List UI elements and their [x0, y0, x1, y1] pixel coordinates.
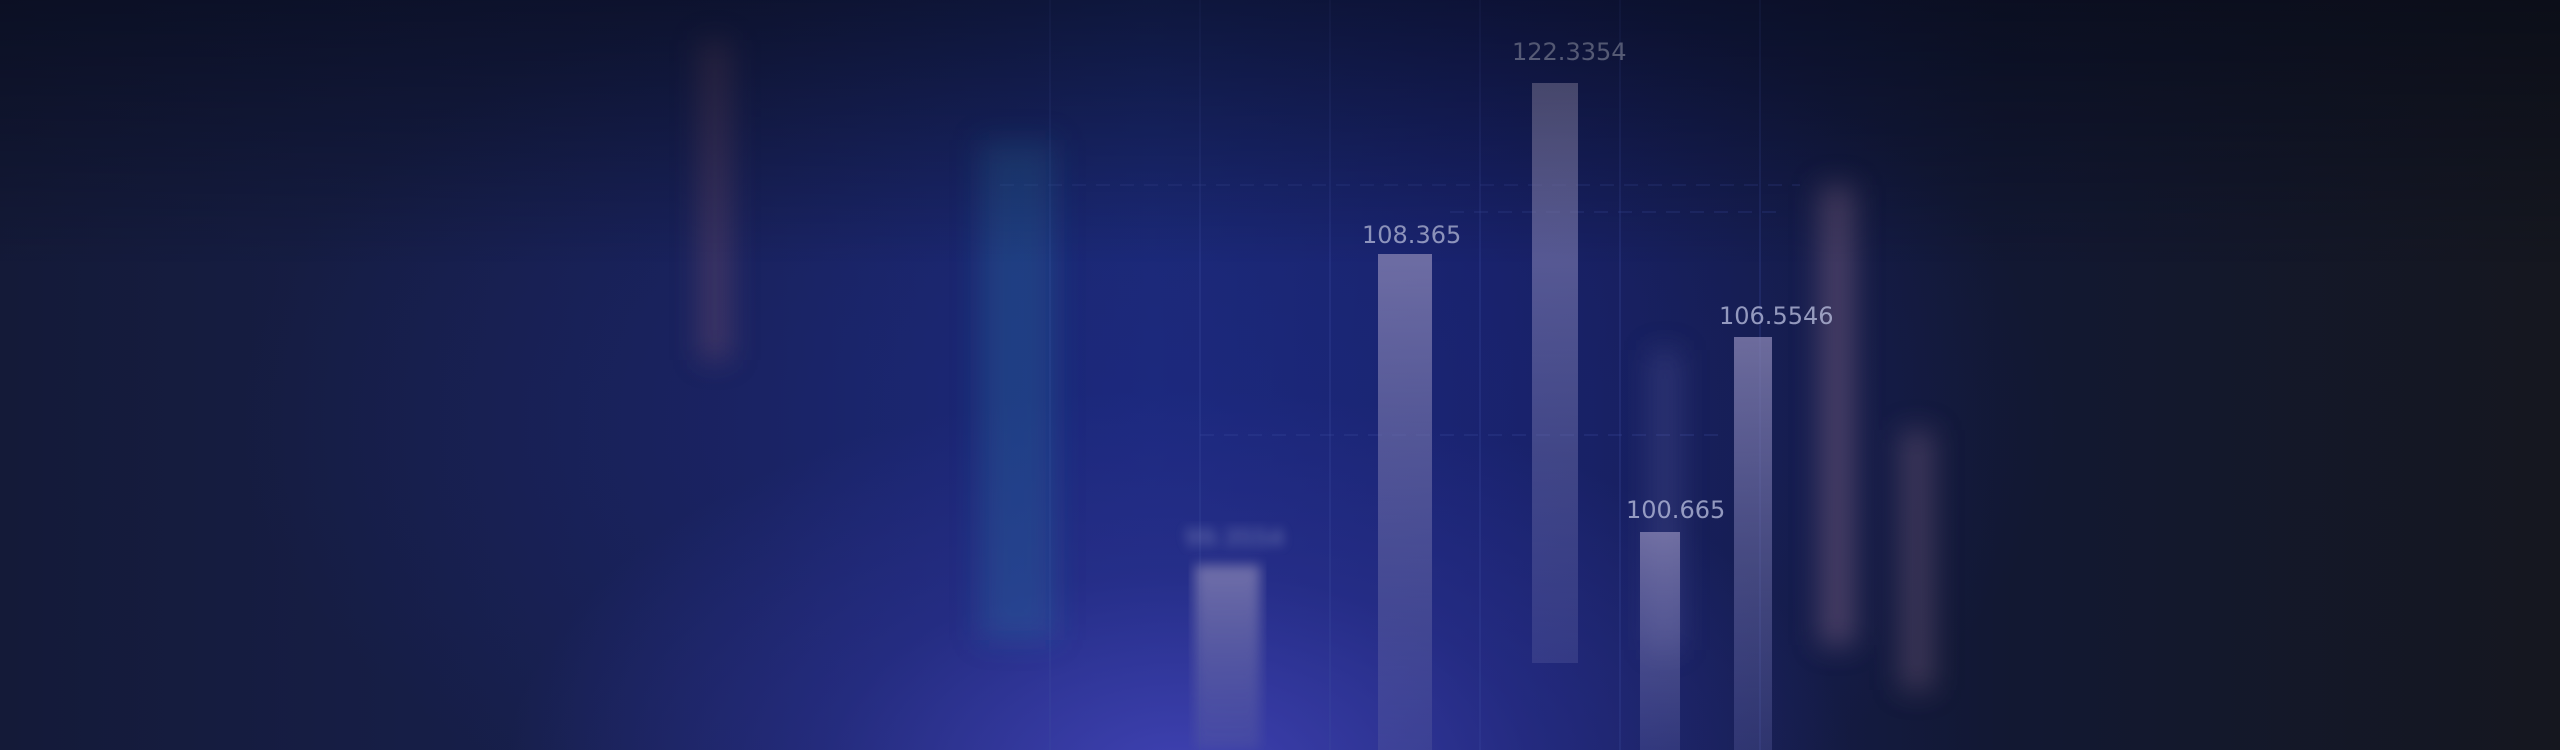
value-label-2: 108.365 — [1362, 221, 1461, 249]
bars — [1195, 83, 1772, 750]
value-labels: 99.3554 108.365 122.3354 100.665 106.554… — [1185, 38, 1834, 552]
value-label-1: 99.3554 — [1185, 524, 1284, 552]
value-label-3: 122.3354 — [1512, 38, 1627, 66]
blurred-bars — [700, 40, 1934, 690]
value-label-5: 106.5546 — [1719, 302, 1834, 330]
bar-2 — [1378, 254, 1432, 750]
bar-1 — [1195, 565, 1260, 750]
bar-4 — [1640, 532, 1680, 750]
bar-3 — [1532, 83, 1578, 663]
value-label-4: 100.665 — [1626, 496, 1725, 524]
bar-5 — [1734, 337, 1772, 750]
